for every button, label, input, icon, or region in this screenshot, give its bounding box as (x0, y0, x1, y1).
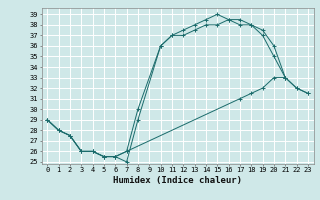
X-axis label: Humidex (Indice chaleur): Humidex (Indice chaleur) (113, 176, 242, 185)
